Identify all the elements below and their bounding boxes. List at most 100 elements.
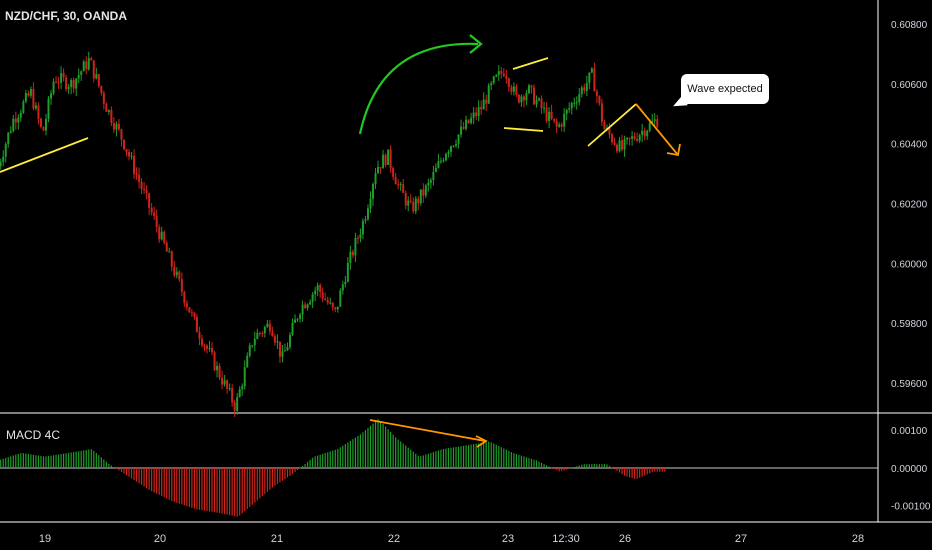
macd-bar — [664, 467, 666, 472]
candle-body — [188, 307, 191, 313]
candle-body — [65, 77, 68, 90]
time-tick-label: 12:30 — [552, 533, 580, 545]
candle-body — [263, 327, 266, 334]
macd-bar — [422, 455, 424, 468]
candle-body — [241, 386, 244, 390]
candle-body — [47, 98, 50, 119]
macd-bar — [646, 467, 648, 475]
flag-bottom-line[interactable] — [503, 127, 544, 132]
candle-body — [203, 345, 206, 347]
candle-body — [439, 160, 442, 162]
macd-bar — [586, 464, 588, 468]
chart-title: NZD/CHF, 30, OANDA — [5, 9, 128, 23]
macd-bar — [593, 464, 595, 468]
macd-bar — [236, 467, 238, 517]
macd-bar — [397, 439, 399, 468]
macd-bar — [588, 464, 590, 468]
candle-body — [138, 174, 141, 182]
candle-body — [261, 332, 264, 334]
macd-bar — [382, 423, 384, 468]
macd-bar — [183, 467, 185, 506]
candle-body — [236, 396, 239, 411]
macd-bar — [226, 467, 228, 515]
macd-bar — [591, 464, 593, 468]
candle-body — [316, 285, 319, 291]
macd-bar — [566, 467, 568, 470]
candle-body — [648, 122, 651, 131]
macd-bar — [271, 467, 273, 488]
macd-bar — [88, 449, 90, 468]
candle-body — [568, 108, 571, 110]
macd-bar — [395, 437, 397, 468]
macd-bar — [128, 467, 130, 477]
macd-bar — [105, 461, 107, 468]
time-tick-label: 28 — [852, 533, 864, 545]
macd-bar — [80, 450, 82, 468]
macd-bar — [493, 443, 495, 468]
candlestick-series — [0, 51, 659, 418]
macd-bar — [344, 444, 346, 468]
macd-bar — [558, 467, 560, 472]
candle-body — [128, 151, 131, 157]
candle-body — [414, 198, 417, 212]
macd-bar — [2, 458, 4, 468]
candle-body — [641, 130, 644, 136]
candle-body — [7, 132, 10, 145]
time-axis: 19 20 21 22 23 12:30 26 27 28 — [39, 533, 864, 545]
macd-divergence-line[interactable] — [369, 419, 486, 442]
candle-body — [251, 345, 254, 347]
candle-body — [60, 73, 63, 83]
flag-top-line[interactable] — [512, 57, 549, 70]
macd-bar — [178, 467, 180, 504]
macd-bar — [518, 454, 520, 468]
macd-bar — [140, 467, 143, 485]
macd-bar — [359, 434, 362, 468]
macd-bar — [125, 467, 128, 476]
macd-bar — [603, 464, 606, 468]
macd-bar — [392, 434, 394, 468]
candle-body — [495, 75, 498, 77]
candle-body — [266, 323, 269, 328]
candle-body — [29, 89, 32, 96]
candle-body — [223, 380, 226, 385]
macd-bar — [120, 467, 123, 472]
candle-body — [349, 251, 352, 263]
macd-bar — [299, 467, 301, 469]
trendline-left[interactable] — [0, 137, 89, 173]
macd-bar — [322, 453, 324, 468]
macd-bar — [181, 467, 183, 505]
macd-bar — [266, 467, 268, 492]
candle-body — [638, 135, 641, 141]
macd-bar — [608, 466, 611, 468]
candle-body — [294, 319, 297, 323]
macd-bar — [171, 467, 173, 501]
macd-bar — [578, 465, 580, 468]
candle-body — [540, 98, 543, 109]
candle-body — [140, 181, 143, 189]
macd-bar — [538, 461, 540, 468]
price-tick-label: 0.59800 — [891, 319, 928, 330]
candle-body — [538, 98, 541, 101]
candle-body — [455, 143, 458, 146]
curved-arrow[interactable] — [358, 42, 479, 135]
expected-wave-leg[interactable] — [635, 103, 679, 156]
candle-body — [424, 185, 427, 196]
macd-bar — [191, 467, 193, 508]
macd-bar — [73, 452, 75, 468]
candle-body — [346, 262, 349, 282]
wave-expected-callout[interactable]: Wave expected — [681, 74, 769, 104]
trendline-right[interactable] — [587, 103, 637, 147]
candle-body — [115, 123, 118, 130]
candle-body — [527, 85, 530, 94]
macd-bar — [223, 467, 226, 515]
price-tick-label: 0.60800 — [891, 20, 928, 31]
macd-bar — [148, 467, 150, 490]
macd-bar — [98, 455, 100, 468]
macd-bar — [561, 467, 563, 472]
candle-body — [70, 80, 73, 88]
candle-body — [580, 87, 583, 95]
macd-bar — [166, 467, 168, 499]
candle-body — [633, 136, 636, 139]
candle-body — [183, 291, 186, 304]
candle-body — [180, 279, 183, 292]
